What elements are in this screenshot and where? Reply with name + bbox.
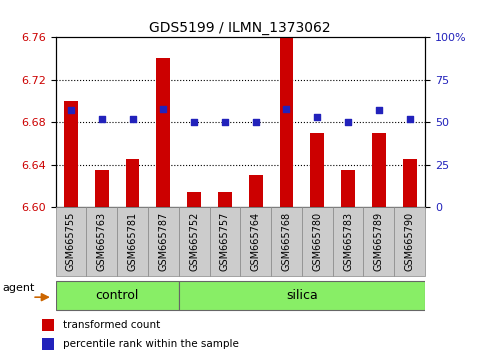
Text: GSM665763: GSM665763 <box>97 212 107 271</box>
Bar <box>42 338 54 350</box>
Bar <box>42 319 54 331</box>
Bar <box>311 133 324 207</box>
Text: GSM665755: GSM665755 <box>66 212 76 271</box>
Bar <box>341 170 355 207</box>
Text: GSM665790: GSM665790 <box>405 212 414 271</box>
Point <box>190 119 198 125</box>
Bar <box>56 281 179 310</box>
Bar <box>372 133 386 207</box>
Bar <box>148 207 179 276</box>
Point <box>98 116 106 121</box>
Bar <box>240 207 271 276</box>
Point <box>406 116 413 121</box>
Text: GSM665789: GSM665789 <box>374 212 384 271</box>
Bar <box>394 207 425 276</box>
Bar <box>210 207 240 276</box>
Bar <box>117 207 148 276</box>
Text: GSM665781: GSM665781 <box>128 212 138 271</box>
Point <box>283 106 290 112</box>
Bar <box>95 170 109 207</box>
Bar <box>249 175 263 207</box>
Point <box>252 119 259 125</box>
Text: silica: silica <box>286 289 318 302</box>
Bar <box>187 192 201 207</box>
Bar <box>179 207 210 276</box>
Point <box>375 107 383 113</box>
Point <box>344 119 352 125</box>
Text: agent: agent <box>3 282 35 293</box>
Point <box>159 106 167 112</box>
Point <box>221 119 229 125</box>
Text: GSM665780: GSM665780 <box>313 212 322 271</box>
Bar <box>64 101 78 207</box>
Bar <box>126 159 140 207</box>
Title: GDS5199 / ILMN_1373062: GDS5199 / ILMN_1373062 <box>149 21 331 35</box>
Text: GSM665783: GSM665783 <box>343 212 353 271</box>
Text: GSM665757: GSM665757 <box>220 212 230 271</box>
Bar <box>218 192 232 207</box>
Bar <box>280 35 293 207</box>
Bar <box>86 207 117 276</box>
Bar <box>56 207 86 276</box>
Bar <box>333 207 364 276</box>
Bar <box>179 281 425 310</box>
Text: GSM665768: GSM665768 <box>282 212 291 271</box>
Bar <box>364 207 394 276</box>
Bar <box>302 207 333 276</box>
Text: control: control <box>96 289 139 302</box>
Point <box>67 107 75 113</box>
Text: GSM665764: GSM665764 <box>251 212 261 271</box>
Text: GSM665752: GSM665752 <box>189 212 199 271</box>
Point <box>128 116 136 121</box>
Text: transformed count: transformed count <box>63 320 160 330</box>
Text: GSM665787: GSM665787 <box>158 212 168 271</box>
Point <box>313 114 321 120</box>
Bar <box>271 207 302 276</box>
Bar <box>403 159 416 207</box>
Text: percentile rank within the sample: percentile rank within the sample <box>63 339 239 349</box>
Bar <box>156 58 170 207</box>
